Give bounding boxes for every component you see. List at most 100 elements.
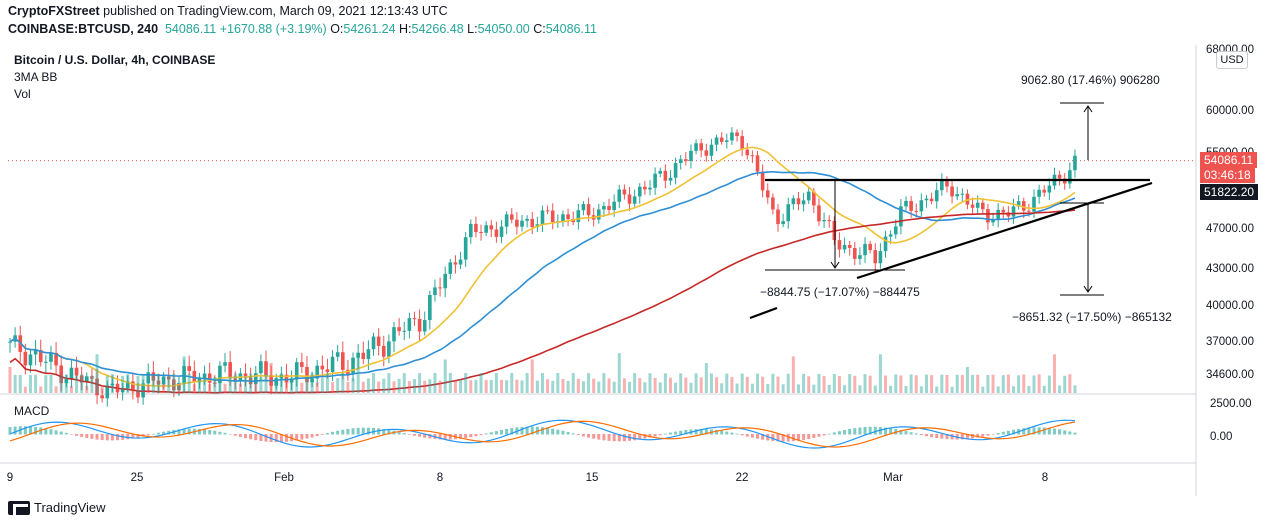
macd-histogram-bar [930, 434, 934, 438]
countdown-tag: 03:46:18 [1200, 167, 1255, 183]
price-axis-tick: 43000.00 [1206, 263, 1254, 275]
legend-macd[interactable]: MACD [14, 404, 50, 418]
macd-histogram-bar [822, 434, 826, 436]
volume-bar [668, 377, 672, 393]
macd-histogram-bar [336, 430, 340, 435]
currency-button[interactable]: USD [1216, 51, 1248, 69]
macd-histogram-bar [1073, 432, 1077, 435]
macd-histogram-bar [300, 434, 304, 440]
candle-body [945, 179, 949, 187]
macd-histogram-bar [965, 434, 969, 439]
macd-histogram-bar [781, 434, 785, 442]
volume-bar [950, 386, 954, 393]
volume-bar [279, 373, 283, 393]
macd-histogram-bar [991, 434, 995, 435]
up-measure-arrow-head [1083, 105, 1093, 113]
candle-body [765, 190, 770, 198]
macd-histogram-bar [90, 434, 94, 439]
macd-histogram-bar [581, 434, 585, 437]
macd-histogram-bar [796, 434, 800, 441]
macd-histogram-bar [249, 434, 253, 440]
candle-body [812, 191, 816, 206]
macd-histogram-bar [474, 434, 478, 437]
macd-histogram-bar [535, 426, 539, 435]
volume-bar [822, 376, 826, 393]
legend-indicator[interactable]: 3MA BB [14, 70, 58, 84]
volume-bar [802, 373, 806, 393]
candle-body [612, 201, 616, 210]
price-axis-tick: 47000.00 [1206, 223, 1254, 235]
candle-body [479, 232, 483, 234]
macd-histogram-bar [64, 432, 68, 435]
tradingview-logo[interactable]: TradingView [8, 500, 106, 515]
macd-histogram-bar [407, 434, 411, 435]
macd-histogram-bar [136, 434, 140, 438]
volume-bar [832, 373, 836, 393]
volume-bar [382, 378, 386, 393]
macd-histogram-bar [494, 431, 498, 435]
macd-histogram-bar [8, 427, 12, 435]
candle-body [54, 352, 58, 366]
volume-bar [494, 373, 498, 393]
candle-body [904, 201, 908, 207]
volume-bar [182, 356, 186, 393]
volume-bar [771, 373, 775, 393]
candle-body [689, 150, 693, 161]
macd-histogram-bar [464, 434, 468, 439]
publisher-name[interactable]: CryptoFXStreet [8, 4, 100, 18]
macd-histogram-bar [238, 434, 242, 437]
volume-bar [387, 373, 391, 393]
candle-body [709, 144, 714, 156]
volume-bar [510, 373, 514, 393]
macd-histogram-bar [715, 429, 719, 435]
macd-histogram-bar [69, 434, 73, 435]
volume-bar [34, 374, 38, 393]
legend-volume[interactable]: Vol [14, 87, 31, 101]
volume-bar [761, 376, 765, 393]
volume-bar [1012, 386, 1016, 393]
candle-body [90, 376, 94, 379]
macd-histogram-bar [525, 426, 529, 435]
macd-histogram-bar [720, 430, 724, 435]
macd-histogram-bar [44, 428, 48, 435]
macd-histogram-bar [771, 434, 775, 442]
macd-histogram-bar [817, 434, 821, 437]
candle-body [740, 136, 744, 150]
publish-info: published on TradingView.com, March 09, … [103, 4, 448, 18]
candle-body [714, 137, 719, 145]
macd-histogram-bar [377, 428, 381, 435]
macd-histogram-bar [873, 426, 877, 435]
candle-body [458, 259, 463, 265]
volume-bar [500, 379, 504, 393]
candle-body [448, 262, 453, 274]
candle-body [1011, 206, 1016, 217]
macd-histogram-bar [556, 429, 560, 435]
volume-bar [428, 379, 432, 393]
macd-histogram-bar [479, 434, 483, 436]
candle-body [888, 234, 893, 237]
macd-histogram-bar [510, 428, 514, 435]
candle-body [223, 362, 227, 366]
macd-histogram-bar [146, 434, 150, 436]
volume-bar [361, 381, 365, 393]
volume-bar [167, 376, 171, 393]
volume-bar [54, 386, 58, 393]
macd-histogram-bar [1068, 431, 1072, 435]
candle-body [719, 137, 724, 142]
volume-bar [64, 374, 68, 393]
macd-histogram-bar [438, 434, 442, 440]
candle-body [305, 366, 309, 383]
volume-bar [827, 384, 831, 393]
macd-histogram-bar [776, 434, 780, 442]
volume-bar [581, 381, 585, 393]
macd-histogram-bar [34, 426, 38, 435]
volume-bar [853, 375, 857, 393]
volume-bar [228, 376, 232, 393]
candle-body [950, 186, 954, 197]
volume-bar [392, 381, 396, 393]
high-label: H: [399, 22, 412, 36]
volume-bar [837, 375, 841, 393]
volume-bar [904, 386, 908, 393]
macd-histogram-bar [950, 434, 954, 440]
